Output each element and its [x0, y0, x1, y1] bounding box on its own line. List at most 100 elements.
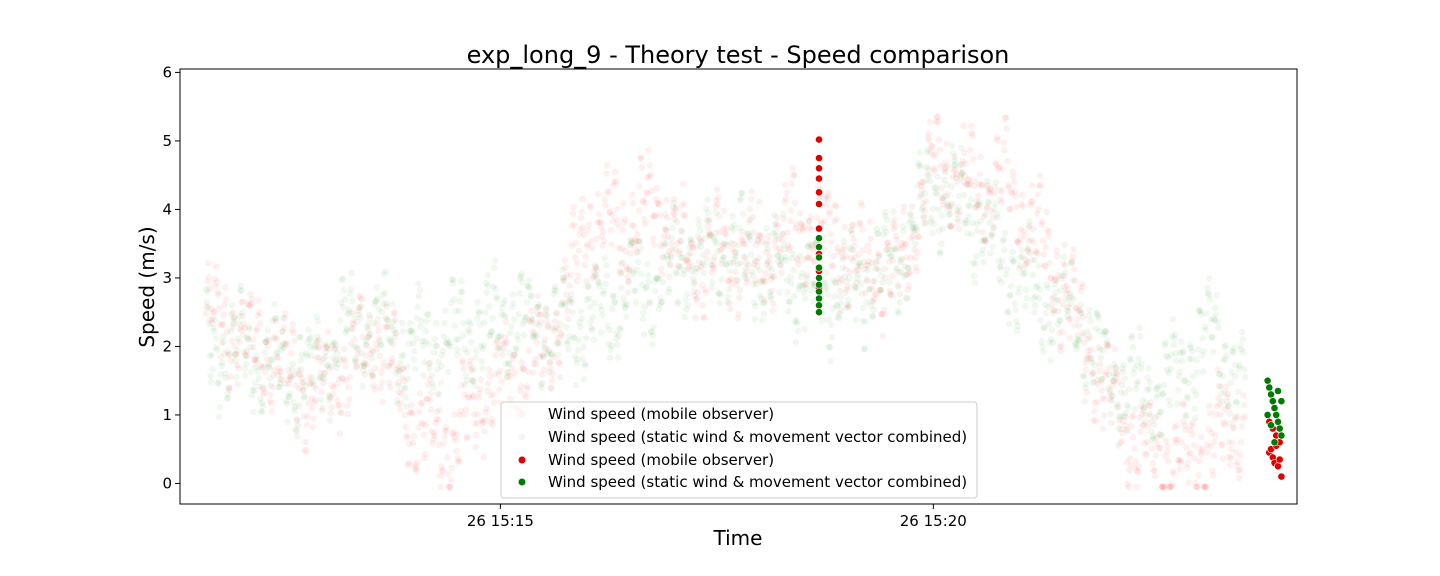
faint-point: [235, 320, 242, 327]
faint-point: [773, 252, 781, 259]
faint-point: [980, 213, 987, 220]
faint-point: [983, 205, 990, 212]
faint-point: [571, 334, 578, 342]
faint-point: [751, 316, 759, 323]
faint-point: [996, 186, 1004, 194]
faint-point: [642, 199, 649, 207]
faint-point: [1119, 418, 1127, 425]
faint-point: [453, 336, 460, 343]
faint-point: [417, 400, 424, 407]
faint-point: [710, 265, 717, 272]
faint-point: [770, 211, 778, 219]
faint-point: [420, 431, 427, 439]
faint-point: [1108, 419, 1115, 427]
faint-point: [1151, 473, 1159, 480]
faint-point: [323, 343, 330, 351]
faint-point: [964, 181, 971, 188]
faint-point: [460, 319, 468, 327]
faint-point: [355, 304, 363, 311]
faint-point: [1103, 340, 1111, 348]
faint-point: [366, 311, 373, 319]
faint-point: [779, 210, 787, 218]
faint-point: [672, 245, 679, 253]
faint-point: [1047, 335, 1055, 343]
faint-point: [645, 278, 652, 286]
faint-point: [719, 253, 727, 260]
faint-point: [813, 214, 821, 222]
highlight-point-static: [1267, 421, 1275, 430]
faint-point: [506, 349, 514, 357]
faint-point: [627, 238, 635, 245]
faint-point: [780, 215, 788, 222]
faint-point: [834, 244, 841, 251]
faint-point: [552, 287, 560, 295]
faint-point: [851, 253, 859, 261]
faint-point: [597, 329, 605, 336]
faint-point: [946, 223, 954, 230]
faint-point: [596, 283, 603, 290]
faint-point: [390, 326, 398, 334]
faint-point: [785, 241, 792, 249]
faint-point: [1073, 345, 1080, 353]
faint-point: [697, 238, 704, 245]
faint-point: [894, 283, 902, 291]
faint-point: [613, 216, 620, 224]
faint-point: [398, 319, 406, 327]
faint-point: [356, 304, 364, 312]
faint-point: [756, 232, 764, 239]
faint-point: [361, 360, 369, 368]
faint-point: [280, 344, 288, 352]
faint-point: [1238, 439, 1245, 446]
faint-point: [1101, 328, 1108, 335]
faint-point: [498, 378, 505, 386]
faint-point: [916, 193, 923, 201]
faint-point: [998, 257, 1006, 265]
faint-point: [826, 208, 834, 215]
faint-point: [690, 288, 698, 295]
faint-point: [1001, 229, 1009, 237]
faint-point: [698, 282, 706, 289]
faint-point: [1139, 397, 1146, 404]
faint-point: [340, 345, 348, 353]
faint-point: [843, 304, 851, 312]
faint-point: [651, 213, 658, 220]
faint-point: [834, 248, 842, 256]
faint-point: [317, 369, 324, 377]
faint-point: [373, 345, 381, 353]
faint-point: [899, 223, 906, 230]
faint-point: [1082, 359, 1089, 366]
faint-point: [1166, 483, 1173, 491]
faint-point: [520, 366, 528, 373]
faint-point: [772, 228, 779, 236]
faint-point: [1232, 361, 1239, 369]
faint-point: [297, 371, 304, 379]
faint-point: [1143, 451, 1150, 458]
faint-point: [429, 380, 436, 387]
faint-point: [1171, 335, 1178, 342]
faint-point: [652, 212, 659, 220]
faint-point: [291, 403, 299, 411]
faint-point: [433, 408, 441, 416]
faint-point: [675, 262, 682, 269]
faint-point: [594, 278, 602, 286]
faint-point: [1226, 420, 1233, 427]
faint-point: [386, 384, 394, 391]
faint-point: [701, 314, 708, 322]
faint-point: [1012, 193, 1019, 200]
faint-point: [939, 197, 947, 204]
faint-point: [941, 168, 949, 176]
faint-point: [828, 238, 835, 246]
faint-point: [444, 470, 452, 478]
faint-point: [1155, 444, 1163, 452]
faint-point: [1067, 260, 1075, 267]
faint-point: [527, 292, 534, 299]
faint-point: [1073, 316, 1081, 323]
faint-point: [826, 343, 834, 351]
faint-point: [973, 220, 981, 228]
faint-point: [810, 258, 817, 265]
faint-point: [502, 360, 510, 368]
faint-point: [1163, 366, 1171, 374]
faint-point: [1065, 316, 1073, 323]
faint-point: [703, 216, 710, 224]
faint-point: [337, 299, 345, 307]
